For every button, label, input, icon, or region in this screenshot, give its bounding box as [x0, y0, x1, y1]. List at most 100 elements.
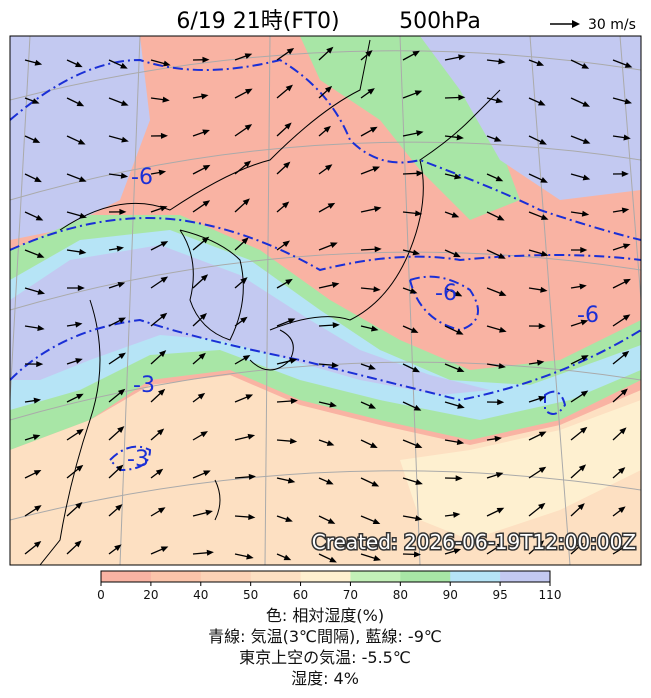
wind-arrows — [24, 46, 633, 563]
wind-arrow-head — [332, 322, 340, 329]
caption: 東京上空の気温: -5.5℃ — [239, 648, 411, 667]
wind-arrow-head — [114, 544, 122, 552]
wind-arrow-head — [415, 515, 423, 522]
wind-arrow-head — [34, 59, 43, 66]
wind-arrow-head — [456, 366, 465, 373]
wind-arrow-head — [242, 198, 250, 206]
wind-arrow-head — [327, 518, 336, 524]
wind-arrow-head — [289, 438, 298, 445]
wind-arrow-head — [453, 548, 462, 555]
wind-arrow-head — [457, 403, 465, 409]
wind-arrow-head — [329, 401, 337, 408]
wind-arrow-head — [117, 388, 126, 396]
wind-arrow-head — [248, 514, 256, 520]
wind-arrow-head — [538, 502, 546, 510]
wind-arrow-head — [540, 250, 549, 257]
wind-arrow-head — [242, 355, 251, 362]
wind-arrow-head — [372, 518, 381, 525]
wind-arrow-head — [451, 211, 460, 218]
wind-arrow-head — [495, 175, 504, 182]
wind-arrow-head — [74, 540, 82, 548]
wind-arrow-head — [37, 325, 45, 331]
wind-arrow-head — [495, 97, 504, 104]
map: -6 -6 -6 -3 -3 Created: 2026-06-19T12:00… — [10, 36, 641, 565]
wind-arrow-head — [324, 164, 333, 171]
wind-arrow-head — [373, 286, 381, 293]
wind-arrow-head — [452, 511, 461, 518]
wind-arrow-head — [32, 434, 41, 441]
created: Created: 2026-06-19T12:00:00Z — [312, 530, 636, 554]
wind-arrow-head — [540, 177, 548, 183]
wind-arrow-head — [495, 472, 504, 478]
wind-arrow-head — [75, 502, 83, 509]
wind-arrow-head — [75, 61, 83, 68]
colorbar-segment — [350, 571, 401, 582]
wind-arrow-head — [413, 551, 422, 558]
wind-arrow-head — [412, 366, 421, 373]
wind-arrow-head — [34, 505, 42, 512]
wind-arrow-head — [202, 164, 211, 171]
wind-arrow-head — [540, 214, 549, 220]
wind-arrow-head — [326, 440, 335, 446]
humid-region — [420, 36, 641, 200]
wind-arrow-head — [580, 246, 588, 253]
wind-arrow-head — [37, 288, 46, 295]
wind-arrow-head — [197, 392, 206, 400]
wind-arrow-head — [410, 327, 419, 333]
wind-scale: 30 m/s — [588, 17, 636, 33]
wind-arrow-head — [374, 246, 382, 253]
wind-arrow-head — [283, 161, 291, 169]
wind-arrow-head — [118, 317, 126, 324]
wind-arrow-head — [116, 245, 124, 252]
coastline — [39, 39, 501, 565]
wind-arrow-head — [538, 323, 546, 330]
contour-label: -6 — [435, 281, 457, 306]
wind-arrow-head — [538, 395, 546, 402]
wind-arrow-head — [412, 50, 420, 57]
colorbar-segment — [450, 571, 501, 582]
wind-arrow-head — [163, 60, 171, 67]
wind-arrow-head — [155, 468, 164, 476]
wind-arrow-head — [455, 475, 463, 482]
wind-arrow-head — [579, 283, 587, 290]
wind-arrow-head — [454, 173, 462, 180]
colorbar-segment — [101, 571, 152, 582]
wind-scale-head — [572, 20, 580, 28]
wind-arrow-head — [76, 428, 84, 436]
wind-arrow-head — [370, 442, 378, 449]
wind-arrow-head — [119, 208, 127, 215]
wind-arrow-head — [289, 357, 298, 364]
wind-arrow-head — [497, 214, 505, 221]
wind-arrow-head — [117, 281, 126, 288]
wind-arrow-head — [580, 319, 589, 326]
colorbar-tick-label: 80 — [393, 588, 408, 602]
wind-arrow-head — [78, 176, 87, 182]
wind-arrow-head — [120, 172, 129, 179]
wind-arrow-head — [330, 242, 338, 248]
wind-arrow-head — [456, 439, 465, 446]
wind-arrow-head — [33, 397, 41, 404]
contour-label: -3 — [133, 373, 155, 398]
wind-arrow-head — [372, 166, 380, 172]
wind-arrow-head — [578, 464, 587, 472]
wind-arrow-head — [33, 541, 42, 548]
wind-arrow-head — [581, 63, 590, 69]
wind-arrow-head — [76, 393, 84, 400]
wind-arrow-head — [413, 404, 422, 411]
map-frame — [9, 35, 642, 566]
wind-arrow-head — [282, 240, 291, 248]
colorbar-tick-label: 40 — [193, 588, 208, 602]
wind-arrow-head — [331, 282, 340, 288]
wind-arrow-head — [370, 126, 378, 133]
wind-arrow-head — [75, 464, 84, 472]
wind-arrow-head — [498, 253, 506, 259]
wind-arrow-head — [159, 312, 168, 320]
wind-arrow-head — [202, 56, 210, 63]
wind-arrow-head — [240, 316, 248, 324]
wind-arrow-head — [582, 101, 591, 107]
wind-arrow-head — [76, 100, 85, 107]
wind-arrow-head — [156, 428, 165, 436]
wind-arrow-head — [539, 138, 547, 145]
wind-arrow-head — [244, 124, 253, 131]
wind-arrow-head — [281, 201, 290, 209]
